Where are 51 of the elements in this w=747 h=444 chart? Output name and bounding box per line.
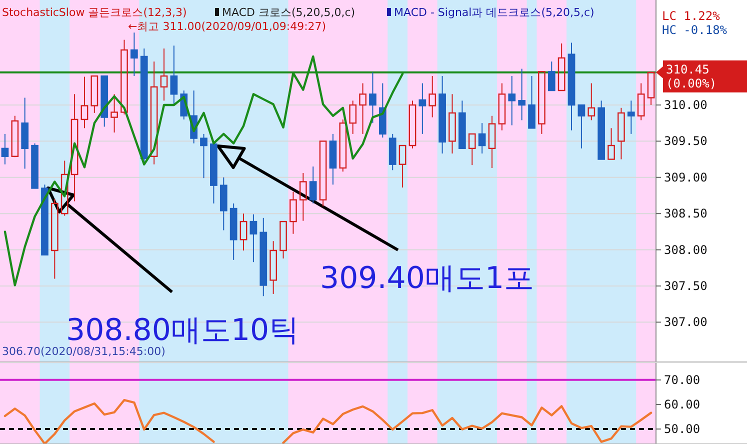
y-tick-label: 310.00 bbox=[664, 98, 708, 112]
candlestick bbox=[568, 42, 576, 131]
candlestick bbox=[250, 214, 258, 263]
candlestick bbox=[150, 61, 158, 165]
y-tick-label: 308.50 bbox=[664, 206, 708, 221]
candlestick bbox=[438, 76, 446, 154]
candlestick bbox=[349, 100, 357, 134]
ref-line-label: 310.45 (0.00%) bbox=[666, 62, 717, 90]
y-tick-label: 60.00 bbox=[664, 397, 700, 412]
text: LC 1.22% bbox=[662, 9, 721, 23]
candlestick bbox=[369, 72, 376, 124]
candlestick bbox=[21, 97, 29, 170]
candlestick bbox=[70, 94, 78, 202]
annotation: MACD - Signal과 데드크로스(5,20,5,c) bbox=[394, 6, 594, 19]
candlestick bbox=[498, 82, 506, 131]
y-tick-label: 309.50 bbox=[664, 134, 708, 148]
y-tick-label: 50.00 bbox=[664, 422, 700, 436]
candlestick bbox=[428, 76, 436, 118]
annotation: 309.40매도1포 bbox=[320, 261, 534, 296]
candlestick bbox=[359, 82, 366, 134]
candlestick bbox=[478, 122, 486, 154]
candlestick bbox=[130, 32, 138, 77]
candlestick bbox=[329, 133, 337, 186]
candlestick bbox=[418, 82, 426, 134]
y-tick-label: 307.50 bbox=[664, 278, 708, 293]
y-tick-label: 70.00 bbox=[664, 372, 700, 387]
candlestick bbox=[110, 94, 118, 133]
candlestick bbox=[50, 198, 58, 280]
candlestick bbox=[508, 76, 516, 126]
annotation: 306.70(2020/08/31,15:45:00) bbox=[2, 345, 166, 358]
candlestick bbox=[240, 213, 248, 252]
candlestick bbox=[1, 133, 9, 165]
text: HC -0.18% bbox=[662, 23, 728, 37]
y-tick-label: 309.00 bbox=[664, 170, 708, 184]
candlestick bbox=[618, 107, 625, 160]
y-tick-label: 308.00 bbox=[664, 242, 708, 257]
candlestick bbox=[270, 240, 278, 294]
annotation: ←최고 311.00(2020/09/01,09:49:27) bbox=[128, 20, 326, 33]
candlestick bbox=[80, 76, 88, 129]
annotation: 308.80매도10틱 bbox=[66, 313, 300, 348]
annotation: StochasticSlow 골든크로스(12,3,3) bbox=[2, 6, 187, 19]
candlestick bbox=[299, 172, 307, 222]
candlestick bbox=[518, 68, 526, 121]
candlestick bbox=[170, 45, 178, 106]
candlestick bbox=[260, 217, 268, 297]
candlestick bbox=[160, 48, 168, 102]
annotation: MACD 크로스(5,20,5,0,c) bbox=[222, 6, 356, 19]
candlestick bbox=[448, 94, 456, 154]
candlestick bbox=[230, 202, 238, 260]
candlestick bbox=[627, 100, 635, 134]
y-tick-label: 307.00 bbox=[664, 315, 708, 330]
